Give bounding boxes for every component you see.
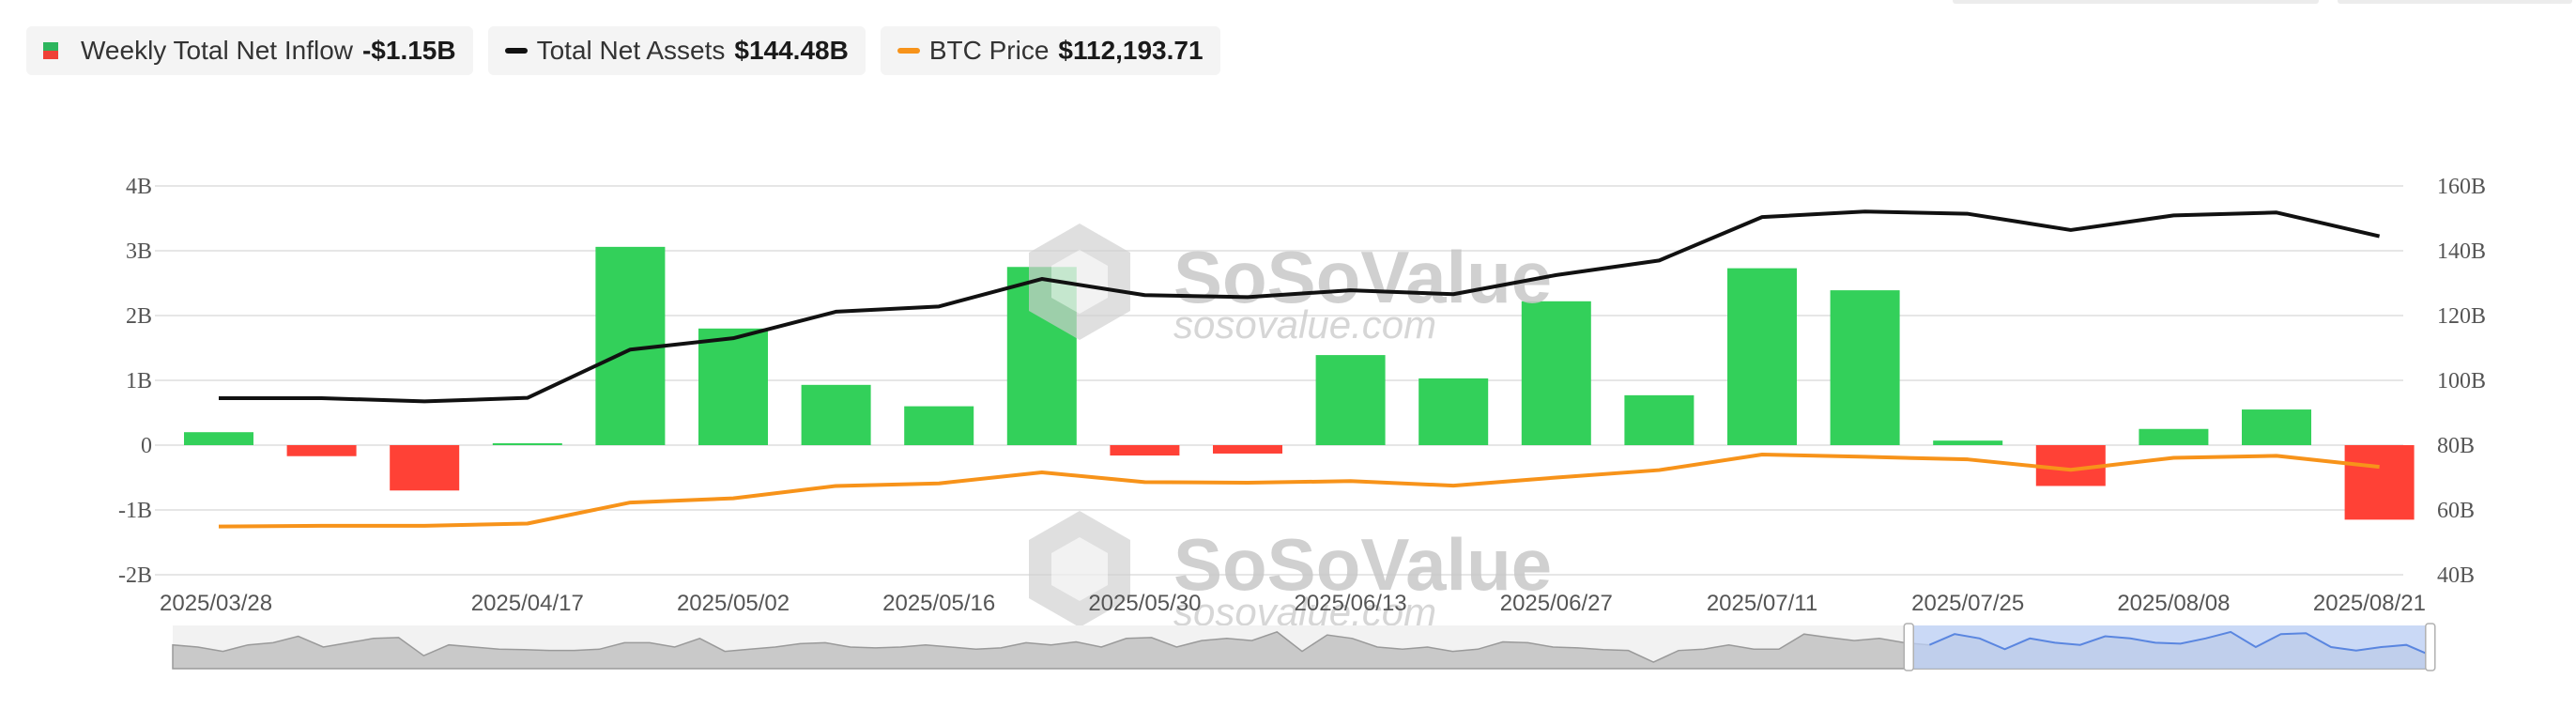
y-axis-right: 160B 140B 120B 100B 80B 60B 40B: [2437, 175, 2486, 588]
legend-item-inflow[interactable]: Weekly Total Net Inflow -$1.15B: [26, 26, 473, 75]
x-tick-label: 2025/05/30: [1088, 591, 1201, 616]
x-tick-label: 2025/07/11: [1707, 591, 1817, 616]
legend-assets-value: $144.48B: [734, 36, 849, 65]
watermark-site: sosovalue.com: [1173, 302, 1436, 347]
inflow-bar[interactable]: [1830, 290, 1900, 445]
y-right-tick: 40B: [2437, 563, 2475, 588]
watermark-logo-icon-2: [1029, 511, 1130, 627]
inflow-bar[interactable]: [1521, 301, 1591, 445]
inflow-bar[interactable]: [698, 328, 768, 445]
y-right-tick: 100B: [2437, 369, 2486, 393]
navigator-right-handle[interactable]: [2425, 623, 2436, 671]
legend-inflow-label: Weekly Total Net Inflow: [81, 36, 353, 65]
legend-inflow-value: -$1.15B: [361, 36, 456, 65]
grid-lines: [155, 185, 2403, 576]
legend-assets-label: Total Net Assets: [536, 36, 726, 65]
range-selector-shadow-1: [1953, 0, 2319, 4]
x-tick-label: 2025/06/13: [1295, 591, 1407, 616]
y-right-tick: 120B: [2437, 304, 2486, 329]
legend-item-assets[interactable]: Total Net Assets $144.48B: [487, 26, 866, 75]
time-navigator[interactable]: [172, 623, 2436, 671]
watermark-brand: SoSoValue: [1173, 236, 1552, 318]
btc-swatch-icon: [897, 48, 920, 54]
x-tick-label: 2025/05/02: [677, 591, 790, 616]
inflow-bar[interactable]: [2344, 445, 2415, 520]
y-left-tick: 1B: [126, 369, 152, 393]
total-net-assets-line[interactable]: [219, 209, 2381, 404]
legend-btc-label: BTC Price: [928, 36, 1050, 65]
y-right-tick: 160B: [2437, 175, 2486, 199]
x-tick-label: 2025/05/16: [882, 591, 995, 616]
y-right-tick: 80B: [2437, 434, 2475, 458]
inflow-bar[interactable]: [801, 384, 871, 445]
assets-swatch-icon: [504, 48, 528, 54]
inflow-swatch-icon: [43, 42, 58, 59]
inflow-bar[interactable]: [1315, 355, 1386, 445]
y-right-tick: 60B: [2437, 499, 2475, 523]
inflow-bar[interactable]: [492, 443, 562, 445]
y-left-tick: 4B: [126, 175, 152, 199]
y-left-tick: -2B: [118, 563, 152, 588]
navigator-selection[interactable]: [1909, 625, 2430, 669]
x-tick-label: 2025/08/21: [2313, 591, 2426, 616]
y-left-tick: 3B: [126, 239, 152, 264]
inflow-bar[interactable]: [2139, 428, 2209, 445]
series-lines: [218, 209, 2381, 529]
inflow-bar[interactable]: [1418, 378, 1489, 445]
inflow-bar[interactable]: [2242, 409, 2311, 445]
navigator-left-handle[interactable]: [1903, 623, 1915, 671]
x-axis: 2025/03/28 2025/04/17 2025/05/02 2025/05/16…: [160, 591, 2426, 616]
inflow-bar[interactable]: [390, 445, 460, 491]
y-left-tick: 2B: [126, 304, 152, 329]
x-tick-label: 2025/06/27: [1500, 591, 1613, 616]
x-tick-label: 2025/04/17: [471, 591, 584, 616]
watermark-top: SoSoValue sosovalue.com: [1029, 224, 1552, 347]
legend-btc-value: $112,193.71: [1058, 36, 1204, 65]
y-left-tick: 0: [141, 434, 152, 458]
inflow-bar[interactable]: [184, 432, 253, 445]
inflow-bar[interactable]: [1213, 445, 1282, 454]
navigator-selection-line: [1928, 630, 2432, 657]
inflow-bar[interactable]: [1727, 268, 1797, 445]
y-left-tick: -1B: [118, 499, 152, 523]
y-right-tick: 140B: [2437, 239, 2486, 264]
inflow-bar[interactable]: [1110, 445, 1180, 456]
legend-item-btc[interactable]: BTC Price $112,193.71: [880, 26, 1220, 75]
range-selector-shadow-2: [2338, 0, 2572, 4]
x-tick-label: 2025/07/25: [1911, 591, 2024, 616]
btc-price-line[interactable]: [218, 453, 2380, 529]
x-tick-label: 2025/03/28: [160, 591, 272, 616]
inflow-bar[interactable]: [1933, 440, 2003, 445]
chart-legend: Weekly Total Net Inflow -$1.15B Total Ne…: [26, 26, 1220, 75]
watermark-brand-2: SoSoValue: [1173, 523, 1552, 606]
inflow-bar[interactable]: [904, 406, 974, 445]
inflow-bar[interactable]: [1624, 394, 1694, 445]
y-axis-left: 4B 3B 2B 1B 0 -1B -2B: [118, 175, 152, 588]
watermark-logo-icon: [1029, 224, 1130, 340]
x-tick-label: 2025/08/08: [2117, 591, 2230, 616]
inflow-bar[interactable]: [286, 445, 357, 456]
